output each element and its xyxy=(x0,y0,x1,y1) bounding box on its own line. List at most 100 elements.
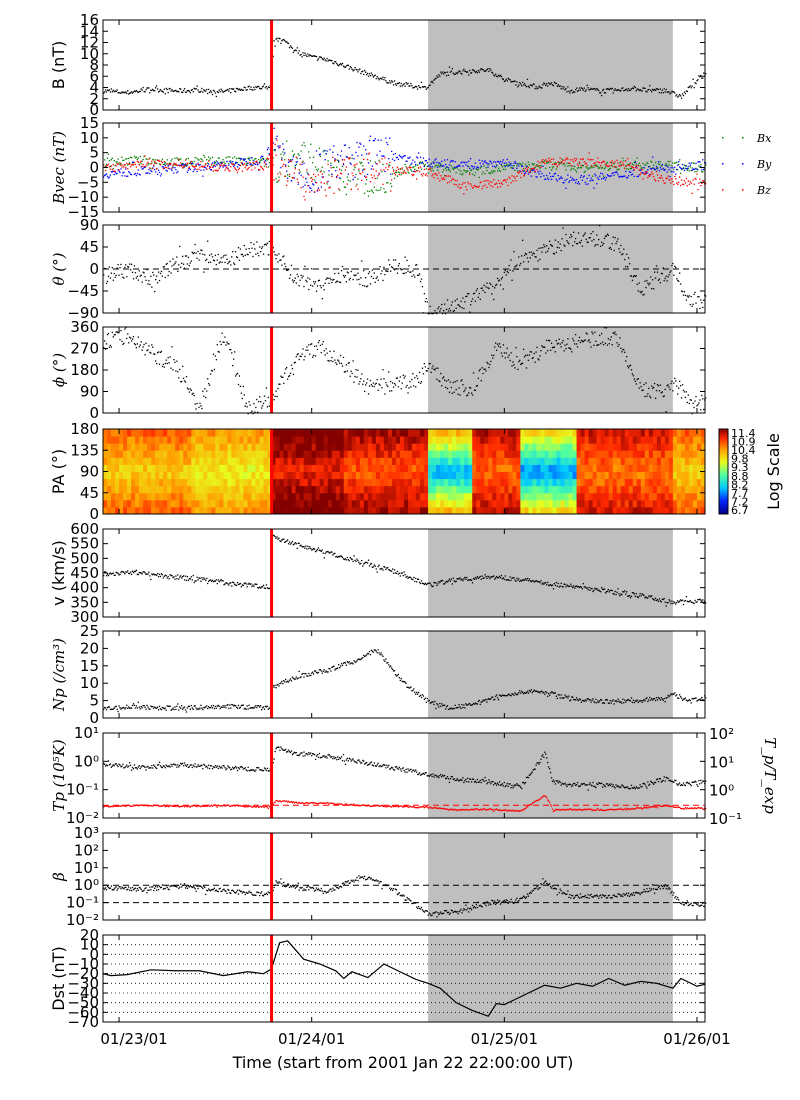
heatmap-cell xyxy=(271,450,277,458)
data-point xyxy=(500,75,503,78)
data-point xyxy=(555,178,558,181)
data-point xyxy=(370,174,373,176)
heatmap-cell xyxy=(259,499,265,508)
data-point xyxy=(477,69,479,72)
data-point xyxy=(256,241,258,243)
data-point xyxy=(282,256,284,258)
data-point xyxy=(674,162,676,164)
data-point xyxy=(666,385,668,387)
heatmap-cell xyxy=(464,436,469,444)
data-point xyxy=(103,346,105,349)
data-point xyxy=(654,89,657,92)
heatmap-cell xyxy=(271,485,277,494)
data-point xyxy=(117,263,119,266)
data-point xyxy=(402,84,404,86)
data-point xyxy=(585,162,587,164)
data-point xyxy=(531,357,533,360)
data-point xyxy=(541,345,543,347)
data-point xyxy=(196,402,198,405)
data-point xyxy=(137,161,139,163)
data-point xyxy=(381,387,383,389)
data-point xyxy=(532,168,534,171)
data-point xyxy=(610,164,612,166)
data-point xyxy=(123,342,125,344)
data-point xyxy=(561,158,563,160)
data-point xyxy=(587,340,589,342)
data-point xyxy=(252,159,254,161)
data-point xyxy=(401,168,403,170)
data-point xyxy=(620,89,622,92)
data-point xyxy=(374,74,376,76)
data-point xyxy=(679,95,682,97)
data-point xyxy=(239,157,242,160)
data-point xyxy=(254,248,256,250)
data-point xyxy=(517,169,519,172)
data-point xyxy=(371,190,374,192)
data-point xyxy=(457,71,459,74)
data-point xyxy=(337,280,339,283)
data-point xyxy=(560,249,562,252)
data-point xyxy=(103,267,106,270)
data-point xyxy=(113,90,115,93)
data-point xyxy=(581,245,584,247)
data-point xyxy=(128,342,130,344)
data-point xyxy=(128,93,130,95)
data-point xyxy=(112,167,114,170)
data-point xyxy=(466,189,468,191)
data-point xyxy=(185,163,188,166)
data-point xyxy=(444,386,447,389)
heatmap-cell xyxy=(223,506,228,515)
heatmap-cell xyxy=(448,506,453,515)
data-point xyxy=(176,157,178,159)
data-point xyxy=(397,158,400,161)
data-point xyxy=(445,166,448,168)
data-point xyxy=(579,242,582,244)
data-point xyxy=(616,159,618,162)
data-point xyxy=(639,169,641,171)
data-point xyxy=(652,173,654,175)
data-point xyxy=(539,167,541,169)
data-point xyxy=(580,339,583,342)
data-point xyxy=(383,79,385,81)
data-point xyxy=(591,179,593,181)
data-point xyxy=(235,161,238,164)
data-point xyxy=(207,261,210,264)
data-point xyxy=(154,168,156,171)
data-point xyxy=(578,161,581,163)
data-point xyxy=(506,80,508,82)
heatmap-cell xyxy=(428,478,433,487)
data-point xyxy=(399,155,401,158)
data-point xyxy=(291,159,294,161)
heatmap-cell xyxy=(456,506,461,515)
data-point xyxy=(502,344,505,346)
data-point xyxy=(534,171,536,173)
data-point xyxy=(536,249,538,251)
data-point xyxy=(517,163,519,165)
data-point xyxy=(168,167,170,170)
data-point xyxy=(204,156,206,158)
data-point xyxy=(497,280,500,282)
data-point xyxy=(329,350,331,353)
data-point xyxy=(316,189,319,191)
data-point xyxy=(281,264,283,266)
data-point xyxy=(151,344,153,346)
data-point xyxy=(399,267,401,270)
data-point xyxy=(187,157,190,160)
data-point xyxy=(664,91,666,93)
heatmap-cell xyxy=(319,485,325,494)
heatmap-cell xyxy=(335,499,341,508)
heatmap-cell xyxy=(383,471,389,480)
data-point xyxy=(160,350,163,353)
heatmap-cell xyxy=(412,499,417,508)
data-point xyxy=(351,157,353,160)
data-point xyxy=(452,381,454,384)
data-point xyxy=(410,386,412,388)
data-point xyxy=(321,166,323,168)
data-point xyxy=(310,187,312,189)
data-point xyxy=(501,161,504,163)
data-point xyxy=(423,165,426,168)
data-point xyxy=(286,41,288,43)
data-point xyxy=(223,254,225,257)
data-point xyxy=(131,271,134,273)
data-point xyxy=(453,309,455,312)
